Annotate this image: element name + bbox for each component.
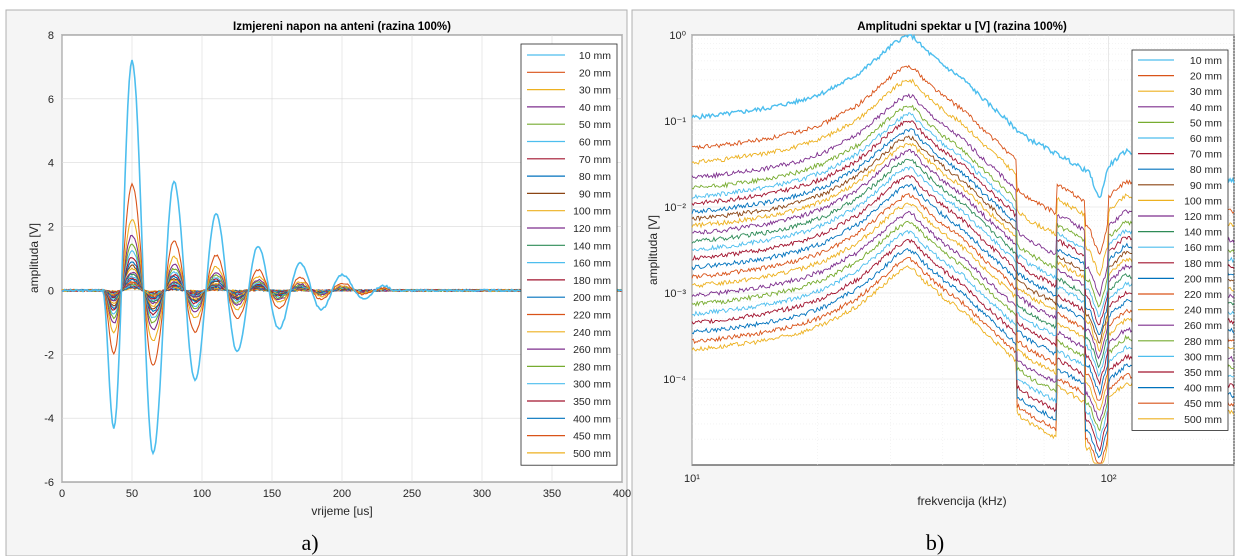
y-tick-label: -2 <box>44 349 54 361</box>
y-tick-label: 0 <box>48 285 54 297</box>
legend-item-label: 20 mm <box>579 67 611 79</box>
legend-item-label: 10 mm <box>579 50 611 62</box>
x-tick-label: 150 <box>263 488 281 500</box>
legend-item-label: 30 mm <box>579 85 611 97</box>
legend-item-label: 180 mm <box>1184 258 1222 270</box>
legend-item-label: 140 mm <box>573 240 611 252</box>
x-tick-label: 300 <box>473 488 491 500</box>
chart-time-domain: 0 50 100 150 200 250 300 350 400 -6 -4 -2 0 2 4 6 8 Izmj… <box>27 21 631 555</box>
legend-item-label: 350 mm <box>1184 367 1222 379</box>
legend-item-label: 260 mm <box>573 344 611 356</box>
caption-a: a) <box>301 530 318 555</box>
x-tick-label: 350 <box>543 488 561 500</box>
x-tick-label: 0 <box>59 488 65 500</box>
y-tick-label: 10⁰ <box>669 30 686 42</box>
y-tick-label: 10⁻⁴ <box>663 374 686 386</box>
legend-item-label: 450 mm <box>573 431 611 443</box>
y-tick-label: 8 <box>48 30 54 42</box>
chart-b-ylabel: amplituda [V] <box>646 215 660 285</box>
x-tick-label: 250 <box>403 488 421 500</box>
legend-item-label: 80 mm <box>579 171 611 183</box>
legend-item-label: 280 mm <box>1184 336 1222 348</box>
chart-spectrum: 10¹ 10² 10⁻⁴ 10⁻³ 10⁻² 10⁻¹ 10⁰ Amplitudni spe… <box>646 21 1235 555</box>
legend-item-label: 60 mm <box>1190 133 1222 145</box>
legend-item-label: 260 mm <box>1184 320 1222 332</box>
legend-item-label: 120 mm <box>1184 211 1222 223</box>
legend-item-label: 240 mm <box>573 327 611 339</box>
chart-a-title: Izmjereni napon na anteni (razina 100%) <box>233 21 451 33</box>
legend-item-label: 450 mm <box>1184 398 1222 410</box>
x-tick-label: 10² <box>1101 473 1117 485</box>
legend-item-label: 200 mm <box>1184 273 1222 285</box>
ticks-b: 10¹ 10² 10⁻⁴ 10⁻³ 10⁻² 10⁻¹ 10⁰ <box>663 30 1117 485</box>
legend-item-label: 90 mm <box>1190 180 1222 192</box>
legend-item-label: 220 mm <box>573 310 611 322</box>
legend-item-label: 100 mm <box>1184 195 1222 207</box>
legend-b: 10 mm 20 mm 30 mm 40 mm 50 mm 60 mm 70 mm 80 mm… <box>1131 49 1229 431</box>
legend-item-label: 200 mm <box>573 292 611 304</box>
legend-item-label: 120 mm <box>573 223 611 235</box>
legend-a: 10 mm 20 mm 30 mm 40 mm 50 mm 60 mm 70 mm 80 mm… <box>520 43 618 466</box>
chart-b-title: Amplitudni spektar u [V] (razina 100%) <box>857 21 1067 33</box>
legend-item-label: 300 mm <box>573 379 611 391</box>
legend-item-label: 40 mm <box>579 102 611 114</box>
legend-box-a <box>520 43 618 466</box>
x-tick-label: 400 <box>613 488 631 500</box>
legend-item-label: 500 mm <box>573 448 611 460</box>
legend-item-label: 20 mm <box>1190 71 1222 83</box>
legend-item-label: 140 mm <box>1184 227 1222 239</box>
ticks-a: 0 50 100 150 200 250 300 350 400 -6 -4 -2 0 2 4 6 8 <box>44 30 631 500</box>
legend-item-label: 220 mm <box>1184 289 1222 301</box>
x-tick-label: 10¹ <box>684 473 700 485</box>
x-tick-label: 50 <box>126 488 138 500</box>
legend-item-label: 40 mm <box>1190 102 1222 114</box>
legend-item-label: 100 mm <box>573 206 611 218</box>
caption-b: b) <box>926 530 944 555</box>
y-tick-label: 6 <box>48 94 54 106</box>
chart-a-ylabel: amplituda [V] <box>27 223 41 293</box>
legend-item-label: 60 mm <box>579 137 611 149</box>
legend-item-label: 300 mm <box>1184 351 1222 363</box>
legend-item-label: 500 mm <box>1184 414 1222 426</box>
legend-item-label: 160 mm <box>1184 242 1222 254</box>
y-tick-label: 4 <box>48 158 54 170</box>
legend-item-label: 350 mm <box>573 396 611 408</box>
y-tick-label: 10⁻³ <box>664 288 686 300</box>
legend-item-label: 180 mm <box>573 275 611 287</box>
legend-item-label: 400 mm <box>1184 383 1222 395</box>
legend-box-b <box>1131 49 1229 431</box>
legend-item-label: 50 mm <box>579 119 611 131</box>
y-tick-label: 2 <box>48 222 54 234</box>
legend-item-label: 400 mm <box>573 413 611 425</box>
y-tick-label: -6 <box>44 477 54 489</box>
legend-item-label: 160 mm <box>573 258 611 270</box>
x-tick-label: 100 <box>193 488 211 500</box>
chart-a-xlabel: vrijeme [us] <box>311 504 372 518</box>
legend-item-label: 240 mm <box>1184 305 1222 317</box>
y-tick-label: -4 <box>44 413 54 425</box>
legend-item-label: 280 mm <box>573 361 611 373</box>
legend-item-label: 70 mm <box>579 154 611 166</box>
legend-item-label: 30 mm <box>1190 86 1222 98</box>
legend-item-label: 50 mm <box>1190 117 1222 129</box>
chart-b-xlabel: frekvencija (kHz) <box>917 494 1006 508</box>
legend-item-label: 90 mm <box>579 188 611 200</box>
legend-item-label: 80 mm <box>1190 164 1222 176</box>
legend-item-label: 10 mm <box>1190 55 1222 67</box>
legend-item-label: 70 mm <box>1190 149 1222 161</box>
x-tick-label: 200 <box>333 488 351 500</box>
y-tick-label: 10⁻² <box>664 202 686 214</box>
y-tick-label: 10⁻¹ <box>664 116 686 128</box>
